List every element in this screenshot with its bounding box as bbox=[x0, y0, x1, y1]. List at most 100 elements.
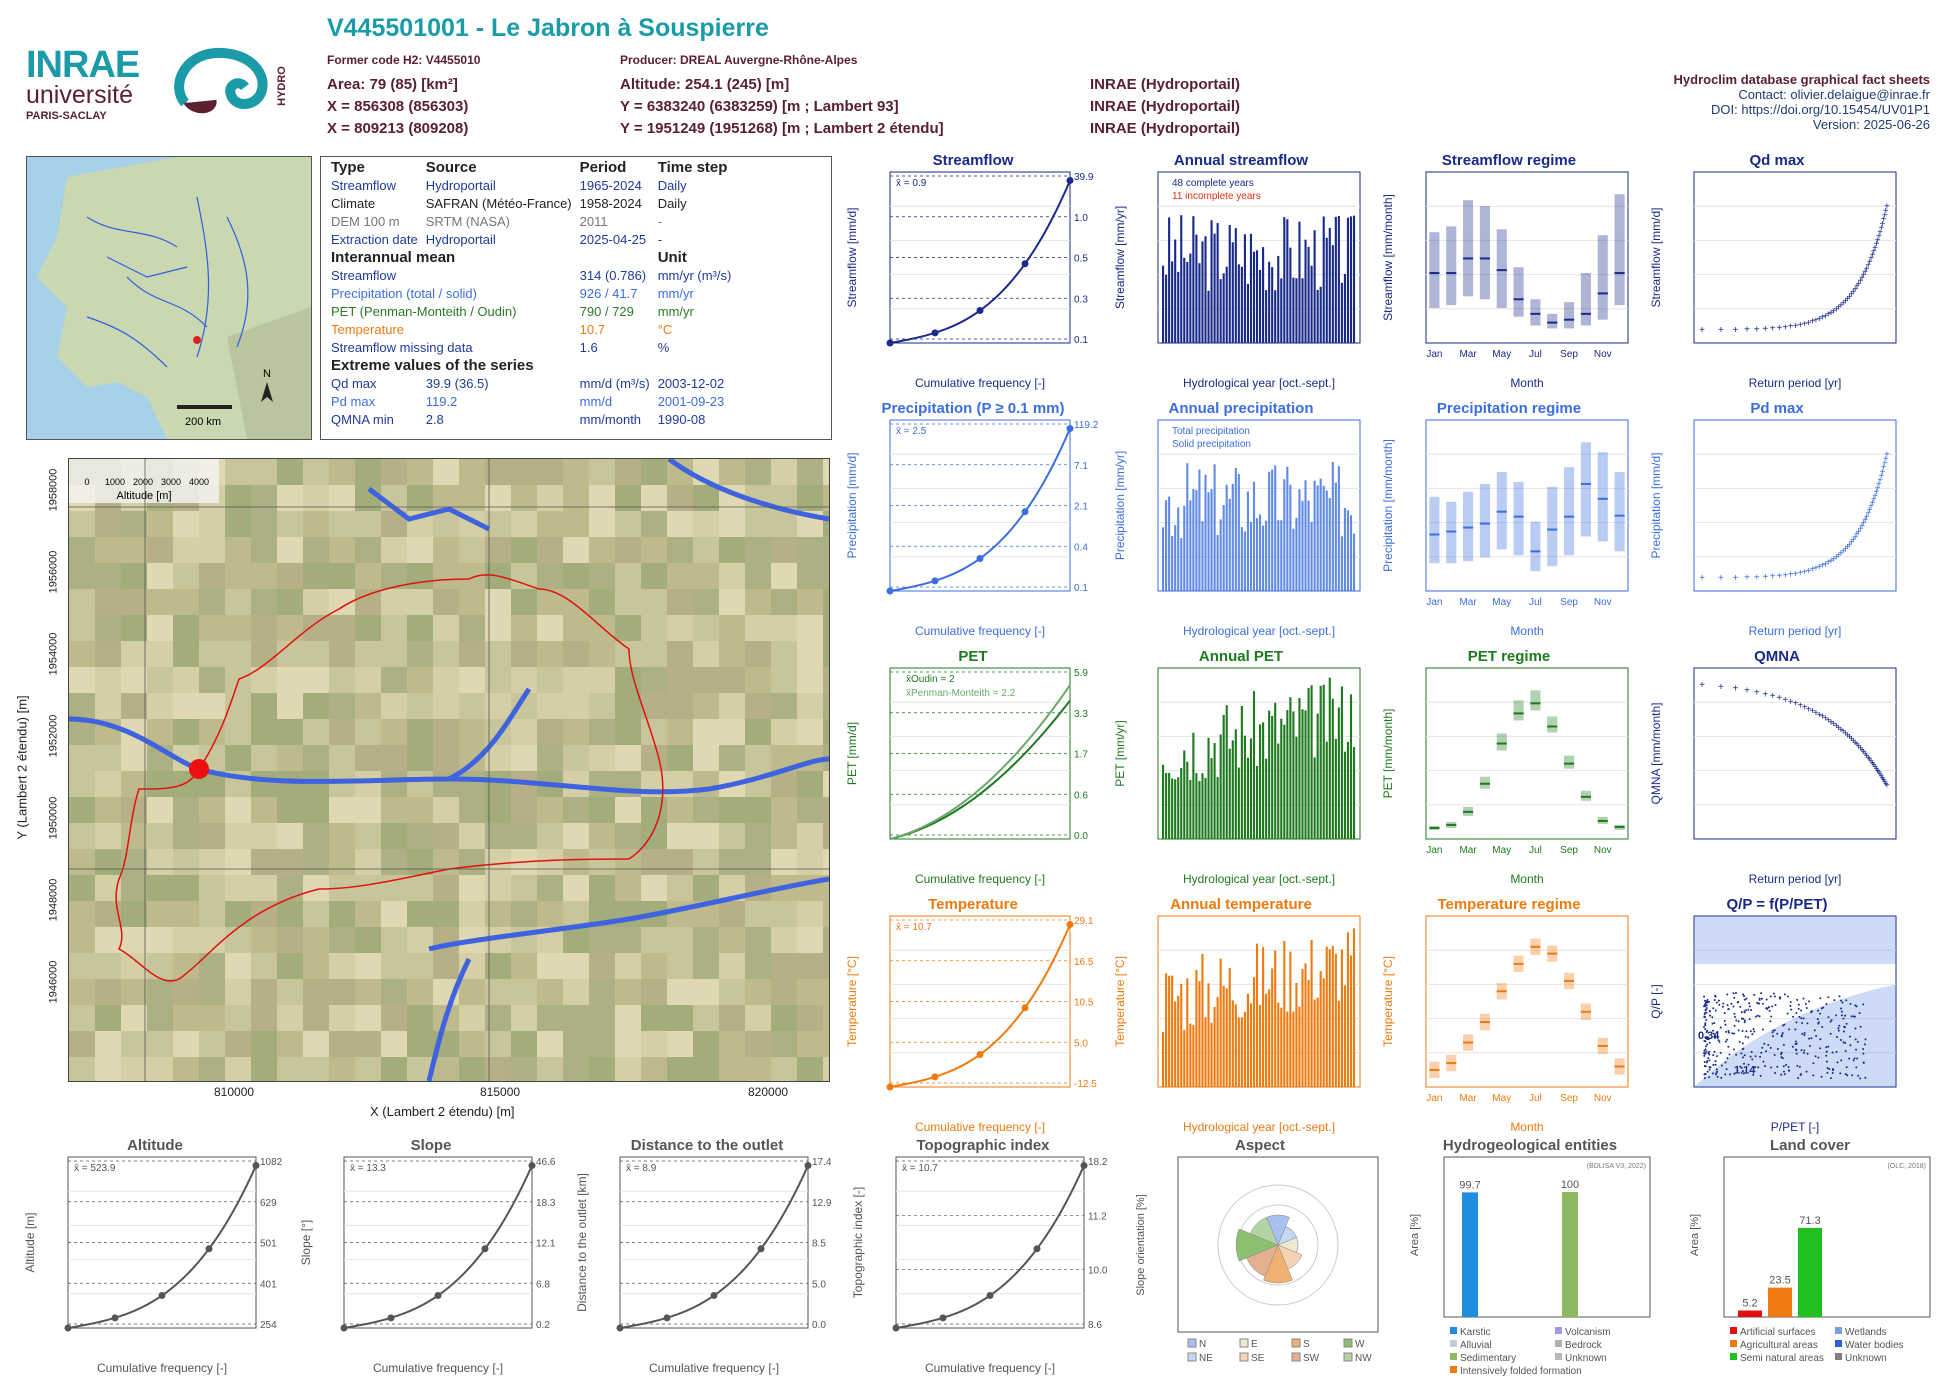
scatter-point bbox=[1859, 1077, 1862, 1080]
bar-value-label: 5.2 bbox=[1742, 1298, 1757, 1310]
chart-title: Temperature bbox=[928, 896, 1018, 913]
scatter-point bbox=[1708, 1068, 1711, 1071]
annual-bar bbox=[1268, 710, 1271, 839]
chart-slope: Slope Cumulative frequency [-] Slope [°] x̄… bbox=[296, 1135, 566, 1380]
scatter-point: + bbox=[1871, 247, 1877, 258]
scatter-point bbox=[1783, 1023, 1786, 1026]
scatter-point bbox=[1756, 1014, 1759, 1017]
scatter-point: + bbox=[1820, 712, 1826, 723]
right-tick-label: 3.3 bbox=[1074, 709, 1088, 720]
scatter-point bbox=[1759, 1074, 1762, 1077]
annual-bar bbox=[1228, 498, 1231, 591]
scatter-point bbox=[1760, 997, 1763, 1000]
right-tick-label: 0.2 bbox=[536, 1320, 550, 1331]
chart-svg-slope: Slope Cumulative frequency [-] Slope [°] x̄… bbox=[299, 1137, 556, 1375]
regime-range bbox=[1530, 690, 1541, 711]
annual-bar bbox=[1249, 233, 1253, 343]
doi-link[interactable]: DOI: https://doi.org/10.15454/UV01P1 bbox=[1711, 102, 1930, 117]
scatter-point bbox=[1840, 999, 1843, 1002]
version: Version: 2025-06-26 bbox=[1812, 117, 1930, 132]
scatter-point: + bbox=[1840, 727, 1846, 738]
scatter-point: + bbox=[1876, 479, 1882, 490]
annual-bar bbox=[1319, 685, 1322, 839]
scatter-point: + bbox=[1813, 563, 1819, 574]
annual-bar bbox=[1237, 1017, 1240, 1087]
scatter-point: + bbox=[1880, 467, 1886, 478]
regime-range bbox=[1564, 467, 1575, 556]
scatter-point bbox=[1749, 1030, 1752, 1033]
regime-range bbox=[1496, 733, 1507, 751]
regime-range bbox=[1513, 267, 1524, 317]
annual-bar bbox=[1180, 538, 1183, 591]
scatter-point: + bbox=[1862, 267, 1868, 278]
scatter-point bbox=[1826, 1071, 1829, 1074]
catchment-map-svg: Altitude [m] 0 1000 2000 3000 4000 bbox=[69, 459, 829, 1081]
annual-bar bbox=[1265, 290, 1268, 343]
scatter-point: + bbox=[1882, 210, 1888, 221]
map-ytick: 1956000 bbox=[47, 550, 60, 594]
scatter-point: + bbox=[1809, 565, 1815, 576]
annual-bar bbox=[1192, 216, 1195, 343]
legend-label: S bbox=[1303, 1339, 1310, 1350]
annual-bar bbox=[1277, 255, 1280, 343]
right-tick-label: 29.1 bbox=[1074, 916, 1094, 927]
annual-bar bbox=[1337, 1000, 1340, 1087]
extreme-value: 2.8 bbox=[425, 412, 444, 427]
scatter-point bbox=[1723, 1011, 1726, 1014]
altitude-legend-tick: 2000 bbox=[133, 477, 153, 487]
rose-sector bbox=[1277, 1226, 1297, 1246]
river bbox=[426, 957, 472, 1081]
annual-bar bbox=[1307, 500, 1310, 591]
month-tick: Jan bbox=[1426, 349, 1442, 360]
scatter-point bbox=[1708, 1041, 1711, 1044]
rose-sector bbox=[1246, 1244, 1279, 1277]
scatter-point bbox=[1812, 1062, 1815, 1065]
scatter-point bbox=[1773, 1029, 1776, 1032]
annual-bar bbox=[1231, 740, 1234, 839]
regime-range bbox=[1580, 790, 1591, 801]
y-axis-label: Precipitation [mm/d] bbox=[845, 452, 859, 558]
scatter-point bbox=[1848, 1035, 1851, 1038]
bar-value-label: 100 bbox=[1561, 1179, 1579, 1191]
scatter-point bbox=[1726, 1057, 1729, 1060]
source-1: INRAE (Hydroportail) bbox=[1090, 76, 1240, 93]
legend-label: x̄Oudin = 2 bbox=[906, 674, 955, 685]
annual-bar bbox=[1277, 743, 1280, 839]
mean-label: x̄ = 10.7 bbox=[902, 1163, 938, 1174]
annual-bar bbox=[1283, 217, 1286, 343]
scatter-point: + bbox=[1770, 323, 1776, 334]
annual-bar bbox=[1255, 943, 1259, 1087]
plot-area bbox=[1425, 171, 1629, 344]
scatter-point bbox=[1829, 1032, 1832, 1035]
month-tick: Mar bbox=[1459, 597, 1477, 608]
plot-area bbox=[1425, 667, 1629, 840]
scatter-point bbox=[1831, 1071, 1834, 1074]
annual-bar bbox=[1295, 278, 1298, 343]
map-xlabel: X (Lambert 2 étendu) [m] bbox=[370, 1104, 515, 1119]
scatter-point bbox=[1743, 998, 1746, 1001]
scatter-point: + bbox=[1744, 325, 1750, 336]
chart-landcover: Land cover (OLC, 2018) Area [%] 5.2 23.5 71.3… bbox=[1680, 1135, 1940, 1380]
regime-range bbox=[1547, 313, 1558, 329]
annual-bar bbox=[1231, 1000, 1234, 1087]
chart-pet: PET Cumulative frequency [-] PET [mm/d] 5.9… bbox=[842, 646, 1104, 891]
regime-range bbox=[1580, 273, 1591, 326]
scatter-point bbox=[1817, 1056, 1820, 1059]
quantile-point bbox=[804, 1162, 812, 1170]
quantile-point bbox=[64, 1324, 72, 1332]
legend-swatch bbox=[1239, 1352, 1249, 1362]
plot-area bbox=[895, 1156, 1085, 1329]
scatter-point bbox=[1862, 1052, 1865, 1055]
scatter-point bbox=[1718, 1003, 1721, 1006]
catchment-boundary bbox=[115, 574, 664, 982]
chart-title: Topographic index bbox=[916, 1137, 1050, 1154]
right-tick-label: 5.9 bbox=[1074, 668, 1088, 679]
quantile-point bbox=[1021, 1004, 1029, 1012]
annual-bar bbox=[1328, 228, 1331, 343]
annual-bar bbox=[1331, 245, 1334, 343]
scatter-point: + bbox=[1793, 321, 1799, 332]
x-axis-label: Cumulative frequency [-] bbox=[925, 1361, 1055, 1375]
annual-bar bbox=[1340, 949, 1343, 1087]
scatter-point bbox=[1761, 1028, 1764, 1031]
scatter-point bbox=[1733, 1012, 1736, 1015]
